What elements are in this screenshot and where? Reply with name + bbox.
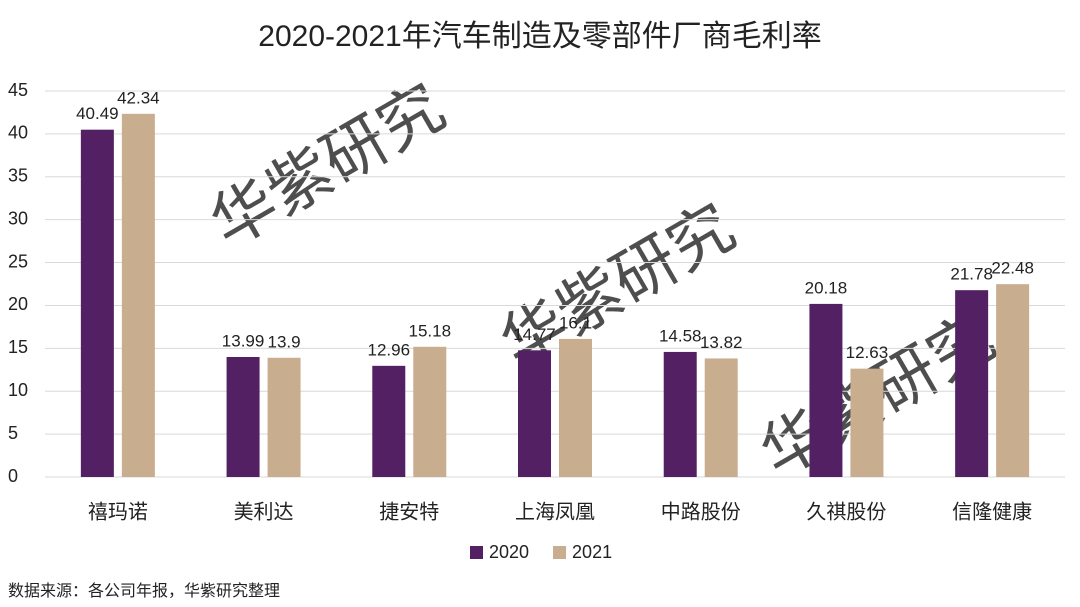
bar [267,357,301,477]
bar [559,338,592,477]
x-tick-label: 久祺股份 [806,500,886,523]
legend-label: 2021 [572,542,612,562]
x-tick-label: 捷安特 [379,500,439,523]
bar [226,356,260,477]
bar [413,346,447,477]
value-label: 20.18 [805,278,848,297]
bar [372,365,406,477]
x-tick-label: 信隆健康 [952,500,1032,523]
value-label: 15.18 [409,321,452,340]
y-tick-label: 40 [8,123,28,143]
bar [518,350,551,477]
y-tick-label: 25 [8,251,28,271]
value-label: 40.49 [76,104,119,123]
bar [121,113,155,477]
legend-label: 2020 [489,542,529,562]
value-label: 22.48 [991,259,1034,278]
y-tick-label: 20 [8,294,28,314]
x-tick-label: 中路股份 [661,500,741,523]
value-label: 14.77 [513,325,556,344]
legend-swatch [553,546,567,559]
bar [850,368,884,477]
bar [955,290,989,477]
bar [704,358,738,477]
value-label: 42.34 [117,88,160,107]
bar [663,351,697,477]
bar [80,129,114,477]
x-tick-label: 禧玛诺 [88,500,148,523]
value-label: 21.78 [950,265,993,284]
y-tick-label: 5 [8,423,18,443]
x-tick-label: 美利达 [234,500,294,523]
watermark: 华紫研究 [199,70,457,260]
y-tick-label: 30 [8,208,28,228]
legend-swatch [470,546,483,559]
chart-title: 2020-2021年汽车制造及零部件厂商毛利率 [258,20,821,53]
value-label: 12.96 [368,340,411,359]
bar [996,284,1030,477]
value-label: 14.58 [659,326,702,345]
value-label: 13.9 [268,332,301,351]
y-tick-label: 0 [8,466,18,486]
value-label: 13.82 [700,333,743,352]
y-tick-label: 35 [8,166,28,186]
value-label: 16.1 [559,313,592,332]
x-tick-label: 上海凤凰 [515,500,595,523]
y-tick-label: 10 [8,380,28,400]
bar [809,303,843,477]
value-label: 12.63 [846,343,889,362]
source-note: 数据来源：各公司年报，华紫研究整理 [8,582,280,600]
y-tick-label: 15 [8,337,28,357]
y-tick-label: 45 [8,80,28,100]
value-label: 13.99 [222,331,265,350]
